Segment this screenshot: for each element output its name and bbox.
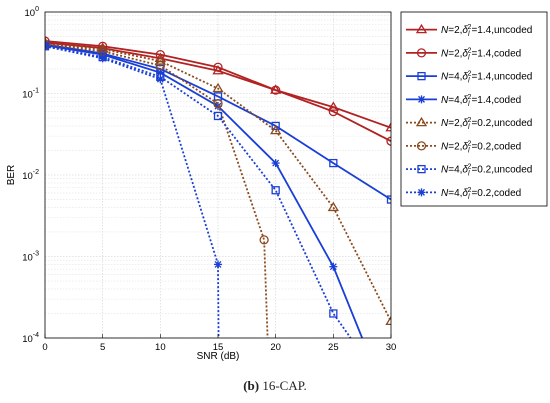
x-axis-label: SNR (dB) [197, 351, 240, 362]
marker-triangle [415, 23, 428, 34]
tick-labels: 0 5 10 15 20 25 30 100 10-1 10-2 10-3 10-4 [22, 6, 396, 353]
marker-square [329, 158, 338, 168]
marker-circle [416, 48, 427, 58]
legend-box [400, 11, 548, 207]
caption-text: 16-CAP. [262, 378, 307, 393]
marker-circle [213, 62, 223, 72]
legend-entry-8: N=4,δl2=0.2,coded [406, 187, 521, 201]
x-tick-label: 15 [213, 342, 224, 353]
marker-triangle [327, 101, 339, 111]
marker-square [271, 186, 280, 195]
marker-square [386, 195, 391, 204]
marker-star [417, 95, 426, 104]
marker-star [417, 188, 426, 197]
legend-entry-7: N=4,δl2=0.2,uncoded [406, 164, 532, 178]
marker-triangle [385, 315, 391, 326]
marker-circle [155, 49, 165, 60]
marker-circle [213, 99, 223, 109]
x-tick-label: 20 [270, 342, 281, 353]
x-tick-label: 0 [42, 342, 47, 353]
y-tick-label: 10-4 [22, 332, 39, 345]
marker-star-stroke [156, 75, 164, 83]
marker-star [214, 260, 222, 269]
marker-circle [416, 141, 427, 151]
marker-star-stroke [45, 45, 49, 50]
marker-star-stroke [99, 54, 107, 62]
marker-square [213, 111, 223, 121]
marker-circle [328, 106, 338, 117]
marker-star-stroke [272, 159, 280, 167]
x-tick-label: 25 [328, 342, 339, 353]
marker-star [45, 42, 49, 51]
marker-circle [271, 85, 281, 95]
marker-star-stroke [329, 263, 337, 271]
marker-square [271, 121, 280, 131]
x-tick-label: 30 [386, 342, 397, 353]
y-tick-label: 10-1 [22, 88, 39, 101]
marker-triangle [415, 116, 428, 127]
legend-label: N=2,δl2=0.2,coded [441, 140, 521, 154]
x-tick-label: 5 [100, 342, 105, 353]
y-tick-label: 100 [25, 6, 40, 19]
legend-entry-3: N=4,δl2=1.4,uncoded [406, 71, 532, 85]
marker-square [417, 71, 426, 81]
marker-circle [386, 136, 391, 146]
marker-star [271, 159, 280, 168]
legend-entry-4: N=4,δl2=1.4,coded [406, 94, 521, 108]
legend-label: N=4,δl2=1.4,coded [441, 94, 521, 108]
marker-square [417, 164, 426, 174]
legend-label: N=4,δl2=1.4,uncoded [441, 71, 532, 85]
x-tick-label: 10 [155, 342, 166, 353]
marker-square [329, 309, 338, 318]
marker-star-stroke [45, 42, 49, 48]
legend-entry-2: N=2,δl2=1.4,coded [406, 47, 521, 61]
marker-star-stroke [418, 95, 425, 103]
legend-label: N=2,δl2=1.4,coded [441, 47, 521, 61]
series-line [45, 43, 269, 338]
marker-star [98, 54, 107, 63]
marker-star-stroke [156, 69, 164, 77]
marker-star [329, 262, 338, 271]
series-layer [45, 36, 391, 338]
marker-triangle [154, 55, 166, 65]
marker-star-stroke [418, 188, 425, 196]
legend: N=2,δl2=1.4,uncoded N=2,δl2=1.4,coded N=4,… [400, 11, 548, 207]
marker-triangle [327, 201, 339, 212]
series-line [45, 42, 391, 322]
y-axis-label: BER [6, 165, 17, 186]
marker-star-stroke [45, 44, 49, 49]
marker-star [156, 75, 165, 84]
y-tick-label: 10-2 [22, 169, 39, 182]
series-line [45, 40, 391, 142]
marker-star-stroke [214, 260, 222, 268]
series-line [45, 45, 352, 338]
marker-triangle [385, 121, 391, 132]
marker-triangle [270, 124, 282, 135]
y-tick-label: 10-3 [22, 251, 39, 264]
figure-caption: (b) 16-CAP. [0, 378, 550, 394]
legend-entry-5: N=2,δl2=0.2,uncoded [406, 116, 532, 131]
marker-triangle [212, 82, 224, 93]
series-8 [45, 42, 222, 338]
marker-circle [259, 235, 269, 245]
legend-label: N=4,δl2=0.2,coded [441, 187, 521, 201]
legend-entry-6: N=2,δl2=0.2,coded [406, 140, 521, 154]
legend-entry-1: N=2,δl2=1.4,uncoded [406, 23, 532, 38]
legend-label: N=2,δl2=1.4,uncoded [441, 24, 532, 38]
legend-label: N=4,δl2=0.2,uncoded [441, 164, 532, 178]
legend-label: N=2,δl2=0.2,uncoded [441, 117, 532, 131]
marker-circle [155, 60, 165, 71]
caption-label: (b) [243, 378, 260, 393]
